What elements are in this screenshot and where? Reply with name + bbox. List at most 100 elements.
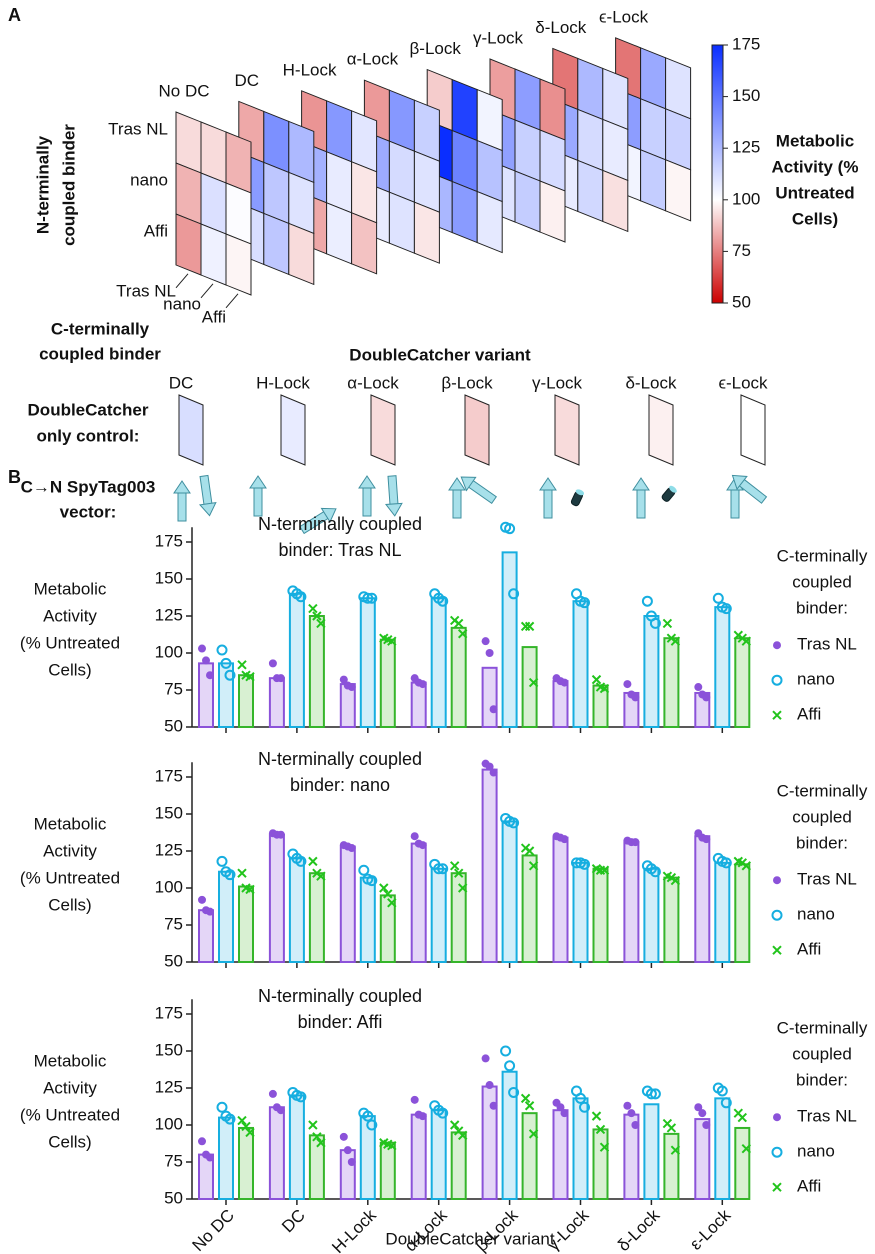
data-point — [359, 866, 368, 875]
data-point — [738, 1114, 746, 1122]
x-marker — [238, 661, 246, 669]
heatmap-cell — [352, 162, 377, 223]
bar — [554, 838, 568, 962]
heatmap-cell — [666, 109, 691, 170]
bar — [239, 675, 253, 727]
bar — [199, 910, 213, 962]
x-tick-label: H-Lock — [328, 1205, 380, 1254]
heatmap-cell — [414, 100, 439, 161]
heatmap-cell — [641, 48, 666, 109]
heatmap-cell — [452, 182, 477, 243]
heatmap-cell — [452, 80, 477, 141]
heatmap-cell — [641, 150, 666, 211]
legend-label: Affi — [797, 940, 821, 959]
data-point — [486, 1081, 494, 1089]
x-marker — [451, 862, 459, 870]
heatmap-cell — [578, 58, 603, 119]
bar — [290, 858, 304, 962]
vector-arrow — [359, 476, 375, 516]
heatmap-cell — [201, 122, 226, 183]
y-tick-label: 175 — [155, 531, 183, 550]
heatmap-cell — [327, 152, 352, 213]
bar — [270, 835, 284, 962]
colorbar-tick-label: 125 — [732, 138, 760, 157]
data-point — [631, 1121, 639, 1129]
data-point — [277, 1106, 285, 1114]
y-axis-label: Metabolic — [34, 580, 107, 599]
bar — [219, 1118, 233, 1199]
heatmap-cell — [515, 69, 540, 130]
y-tick-label: 125 — [155, 605, 183, 624]
colorbar-label: Untreated — [775, 183, 854, 202]
legend-title: C-terminally — [777, 782, 868, 801]
legend-title: binder: — [796, 599, 848, 618]
data-point — [561, 679, 569, 687]
data-point — [482, 1054, 490, 1062]
bar — [574, 863, 588, 962]
bar — [432, 869, 446, 962]
x-tick-label: DC — [278, 1206, 309, 1237]
bar — [523, 855, 537, 962]
legend-title: C-terminally — [777, 547, 868, 566]
data-point — [593, 1112, 601, 1120]
bar — [381, 640, 395, 727]
heatmap-cell — [515, 171, 540, 232]
data-point — [702, 1121, 710, 1129]
y-axis-label: Activity — [43, 607, 97, 626]
x-marker — [663, 619, 671, 627]
heatmap-cell — [226, 183, 251, 244]
bar — [452, 628, 466, 727]
y-tick-label: 125 — [155, 840, 183, 859]
data-point — [309, 1121, 317, 1129]
x-marker — [593, 676, 601, 684]
variant-label: H-Lock — [283, 60, 337, 79]
col-axis-label: coupled binder — [39, 344, 161, 363]
x-tick-label: No DC — [188, 1206, 238, 1254]
legend-marker — [773, 676, 782, 685]
y-axis-label: Metabolic — [34, 815, 107, 834]
x-marker — [522, 1094, 530, 1102]
colorbar-tick-label: 75 — [732, 241, 751, 260]
data-point — [490, 705, 498, 713]
y-tick-label: 50 — [164, 716, 183, 735]
heatmap-cell — [352, 213, 377, 274]
panel-label: A — [8, 5, 21, 25]
legend-label: Tras NL — [797, 635, 857, 654]
vector-arrow — [661, 484, 679, 502]
heatmap-cell — [414, 202, 439, 263]
data-point — [561, 1109, 569, 1117]
bar — [432, 1110, 446, 1199]
data-point — [663, 619, 671, 627]
bar — [432, 598, 446, 727]
col-label: Affi — [202, 307, 226, 326]
control-label: δ-Lock — [625, 373, 677, 392]
x-marker — [238, 869, 246, 877]
heatmap-cell — [226, 234, 251, 295]
data-point — [269, 659, 277, 667]
figure: ANo DCDCH-Lockα-Lockβ-Lockγ-Lockδ-Lockϵ-… — [0, 0, 875, 1254]
panel-label: B — [8, 467, 21, 487]
x-marker — [593, 1112, 601, 1120]
vector-arrow — [570, 488, 585, 507]
data-point — [455, 619, 463, 627]
data-point — [505, 1061, 514, 1070]
bar — [381, 1143, 395, 1199]
heatmap-cell — [289, 121, 314, 182]
legend-title: binder: — [796, 1071, 848, 1090]
panel-title: N-terminally coupled — [258, 749, 422, 769]
heatmap-cell — [578, 109, 603, 170]
data-point — [218, 646, 227, 655]
data-point — [206, 908, 214, 916]
y-axis-label: Activity — [43, 842, 97, 861]
bar — [644, 869, 658, 962]
legend-marker — [773, 641, 781, 649]
colorbar-label: Metabolic — [776, 131, 854, 150]
col-label-leader — [201, 284, 213, 298]
data-point — [702, 835, 710, 843]
data-point — [198, 645, 206, 653]
bar — [574, 601, 588, 727]
legend-label: nano — [797, 905, 835, 924]
control-cell — [281, 395, 305, 465]
bar — [503, 552, 517, 727]
data-point — [482, 637, 490, 645]
